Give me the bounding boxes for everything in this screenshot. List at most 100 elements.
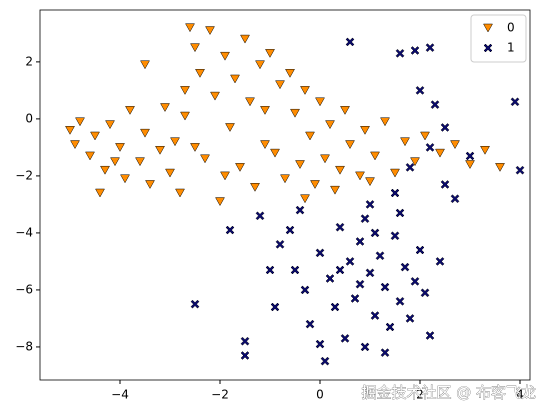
point	[100, 165, 110, 175]
legend-marker	[483, 43, 493, 53]
point	[395, 296, 405, 306]
legend-label: 0	[507, 21, 515, 35]
point	[260, 106, 270, 115]
point	[290, 108, 300, 118]
point	[315, 339, 325, 349]
point	[405, 162, 415, 172]
y-tick-label: −2	[15, 168, 33, 182]
point	[165, 168, 175, 178]
point	[330, 302, 340, 312]
point	[270, 148, 280, 158]
point	[120, 174, 130, 184]
point	[375, 251, 385, 261]
point	[450, 194, 460, 204]
point	[345, 140, 355, 150]
point	[315, 248, 325, 258]
point	[220, 51, 230, 61]
point	[510, 97, 520, 107]
point	[410, 46, 420, 55]
legend-label: 1	[507, 41, 515, 55]
point	[295, 160, 305, 170]
point	[280, 174, 290, 184]
point	[320, 356, 330, 366]
point	[405, 314, 415, 323]
series-1	[190, 37, 525, 366]
point	[325, 120, 335, 130]
y-tick-label: −4	[15, 225, 33, 239]
legend-box	[470, 14, 527, 63]
point	[370, 311, 380, 320]
point	[180, 111, 190, 121]
point	[185, 23, 195, 33]
point	[210, 91, 220, 101]
point	[335, 222, 345, 232]
point	[335, 265, 345, 275]
point	[95, 188, 105, 198]
x-tick-label: −2	[211, 388, 229, 402]
point	[290, 265, 300, 275]
point	[365, 268, 375, 278]
watermark: 掘金技术社区 @ 布客飞龙	[361, 384, 536, 402]
point	[410, 157, 420, 167]
point	[255, 211, 265, 221]
point	[335, 165, 345, 175]
point	[365, 200, 375, 209]
point	[435, 148, 445, 158]
y-tick-label: −8	[15, 339, 33, 353]
point	[250, 183, 260, 192]
point	[190, 299, 200, 309]
point	[415, 245, 425, 255]
point	[370, 228, 380, 238]
point	[360, 214, 370, 224]
point	[140, 60, 150, 70]
point	[300, 285, 310, 295]
point	[495, 163, 505, 172]
point	[355, 279, 365, 289]
point	[440, 180, 450, 189]
point	[355, 171, 365, 181]
point	[380, 117, 390, 127]
point	[350, 294, 360, 303]
x-tick-label: 4	[516, 388, 524, 402]
point	[245, 97, 255, 107]
point	[155, 145, 165, 155]
point	[220, 171, 230, 181]
point	[395, 48, 405, 58]
point	[345, 37, 355, 47]
point	[345, 257, 355, 266]
point	[190, 43, 200, 53]
point	[275, 80, 285, 90]
point	[385, 322, 395, 332]
point	[85, 151, 95, 161]
point	[255, 60, 265, 70]
point	[440, 123, 450, 132]
point	[235, 163, 245, 172]
point	[65, 126, 75, 135]
point	[240, 336, 250, 346]
point	[325, 274, 335, 283]
point	[390, 188, 400, 198]
point	[430, 100, 440, 109]
x-tick-label: 0	[316, 388, 324, 402]
point	[270, 302, 280, 312]
point	[340, 106, 350, 115]
point	[465, 160, 475, 170]
y-tick-label: 2	[25, 54, 33, 68]
point	[310, 180, 320, 189]
point	[450, 140, 460, 150]
point	[285, 69, 295, 78]
point	[275, 239, 285, 249]
point	[145, 180, 155, 189]
point	[260, 140, 270, 150]
point	[400, 262, 410, 272]
point	[225, 225, 235, 235]
point	[420, 288, 430, 298]
point	[195, 69, 205, 78]
point	[305, 131, 315, 141]
legend-marker	[483, 23, 493, 33]
point	[75, 117, 85, 127]
point	[300, 194, 310, 204]
point	[425, 331, 435, 340]
point	[240, 34, 250, 44]
point	[425, 43, 435, 52]
